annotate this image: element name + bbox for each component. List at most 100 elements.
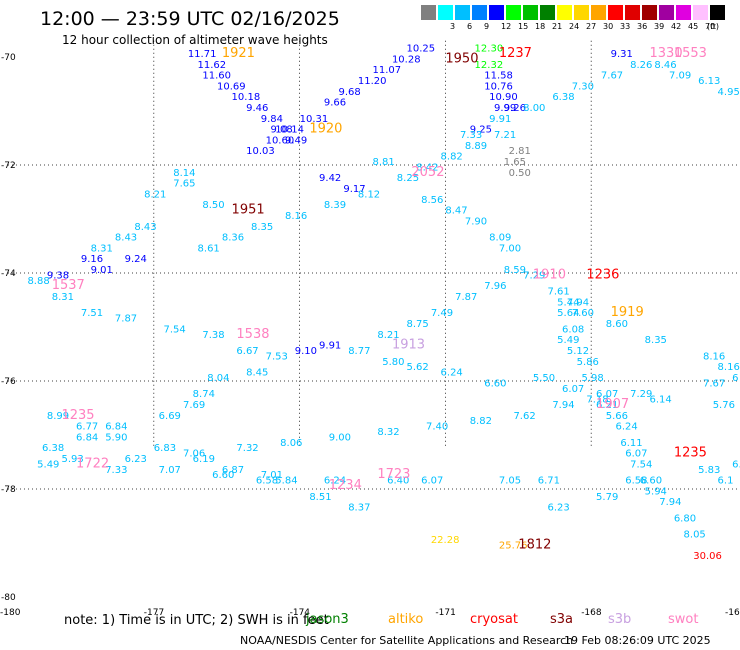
wave-height-point: 5.80 (382, 357, 404, 368)
wave-height-point: 8.99 (47, 411, 69, 422)
wave-height-point: 6.07 (625, 449, 647, 460)
pass-time-label: 1236 (586, 267, 619, 282)
wave-height-point: 8.88 (27, 276, 49, 287)
pass-time-label: 1537 (52, 278, 85, 293)
wave-height-point: 8.16 (703, 351, 725, 362)
wave-height-point: 5.93 (61, 454, 83, 465)
wave-height-point: 9.66 (324, 98, 346, 109)
wave-height-point: 6.23 (547, 503, 569, 514)
wave-height-point: 7.51 (81, 308, 103, 319)
pass-time-label: 1812 (518, 537, 551, 552)
wave-height-point: 7.29 (630, 389, 652, 400)
color-swatch (642, 5, 657, 20)
wave-height-point: 7.49 (431, 308, 453, 319)
credit-line: NOAA/NESDIS Center for Satellite Applica… (240, 634, 574, 647)
color-scale-label: 6 (467, 22, 473, 31)
wave-height-point: 8.50 (202, 200, 224, 211)
wave-height-point: 7.54 (164, 324, 186, 335)
wave-height-point: 8.21 (377, 330, 399, 341)
color-scale-label: 70 (705, 22, 716, 31)
pass-time-label: 1723 (377, 467, 410, 482)
pass-time-label: 1538 (236, 327, 269, 342)
color-swatch (693, 5, 708, 20)
wave-height-point: 8.43 (134, 222, 156, 233)
color-scale-label: 15 (518, 22, 529, 31)
wave-height-point: 7.96 (484, 281, 506, 292)
wave-height-point: 9.31 (611, 49, 633, 60)
pass-time-label: 1237 (499, 46, 532, 61)
wave-height-point: 8.89 (465, 141, 487, 152)
wave-height-point: 9.46 (246, 103, 268, 114)
wave-height-point: 9.10 (295, 346, 317, 357)
color-swatch (540, 5, 555, 20)
color-scale-unit: (ft) (707, 22, 720, 31)
wave-height-point: 9.68 (338, 87, 360, 98)
wave-height-point: 6.67 (236, 346, 258, 357)
wave-height-point: 8.32 (377, 427, 399, 438)
wave-height-point: 7.53 (266, 351, 288, 362)
wave-height-point: 8.00 (523, 103, 545, 114)
pass-time-label: 1722 (76, 456, 109, 471)
wave-height-point: 7.05 (499, 476, 521, 487)
color-scale-label: 18 (535, 22, 546, 31)
y-tick-label: -72 (1, 161, 16, 171)
satellite-legend-s3a: s3a (550, 612, 574, 627)
wave-height-point: 8.59 (504, 265, 526, 276)
wave-height-point: 5.64 (557, 308, 579, 319)
wave-height-point: 7.67 (601, 71, 623, 82)
wave-height-point: 8.31 (91, 243, 113, 254)
x-tick-label: -174 (290, 608, 311, 618)
wave-height-point: 6. (732, 459, 740, 470)
color-scale-label: 36 (637, 22, 648, 31)
wave-height-point: 9.17 (343, 184, 365, 195)
wave-height-point: 8.26 (630, 60, 652, 71)
wave-height-point: 8.45 (246, 368, 268, 379)
wave-height-point: 9.08 (270, 125, 292, 136)
wave-height-point: 9.01 (91, 265, 113, 276)
wave-height-point: 7.94 (567, 297, 589, 308)
wave-height-point: 5.76 (713, 400, 735, 411)
satellite-legend-jason3: jason3 (306, 612, 349, 627)
wave-height-point: 8.12 (358, 189, 380, 200)
wave-height-point: 8.74 (193, 389, 215, 400)
wave-height-point: 6.1 (718, 476, 734, 487)
wave-height-point: 10.28 (392, 54, 421, 65)
wave-height-point: 9.00 (329, 432, 351, 443)
wave-height-point: 8.61 (198, 243, 220, 254)
wave-height-point: 6.77 (76, 422, 98, 433)
wave-height-point: 5.66 (606, 411, 628, 422)
wave-height-point: 7.87 (455, 292, 477, 303)
wave-height-point: 5.86 (577, 357, 599, 368)
color-swatch (591, 5, 606, 20)
wave-height-point: 30.06 (693, 551, 722, 562)
color-scale-label: 30 (603, 22, 614, 31)
wave-height-point: 9.16 (81, 254, 103, 265)
page-subtitle: 12 hour collection of altimeter wave hei… (62, 33, 328, 47)
wave-height-point: 7.54 (630, 459, 652, 470)
wave-height-point: 9.91 (489, 114, 511, 125)
wave-height-point: 5.12 (567, 346, 589, 357)
color-scale-label: 24 (569, 22, 580, 31)
color-swatch (557, 5, 572, 20)
footnote: note: 1) Time is in UTC; 2) SWH is in fe… (64, 613, 329, 628)
wave-height-point: 10.60 (266, 135, 295, 146)
color-scale-label: 45 (688, 22, 699, 31)
wave-height-point: 7.06 (183, 449, 205, 460)
x-tick-label: -177 (144, 608, 164, 618)
color-scale-label: 21 (552, 22, 563, 31)
color-scale-label: 27 (586, 22, 597, 31)
wave-height-point: 7.62 (513, 411, 535, 422)
wave-height-point: 9.26 (504, 103, 526, 114)
wave-height-point: 7.69 (183, 400, 205, 411)
wave-height-point: 6.19 (193, 454, 215, 465)
wave-height-point: 9.24 (125, 254, 147, 265)
pass-time-label: 1920 (309, 122, 342, 137)
wave-height-point: 25.76 (499, 540, 528, 551)
wave-height-point: 7.18 (586, 395, 608, 406)
wave-height-point: 10.14 (275, 125, 304, 136)
wave-height-point: 8.14 (173, 168, 195, 179)
color-swatch (421, 5, 436, 20)
wave-height-point: 7.30 (572, 81, 594, 92)
wave-height-point: 6.14 (650, 395, 672, 406)
wave-height-point: 10.90 (489, 92, 518, 103)
